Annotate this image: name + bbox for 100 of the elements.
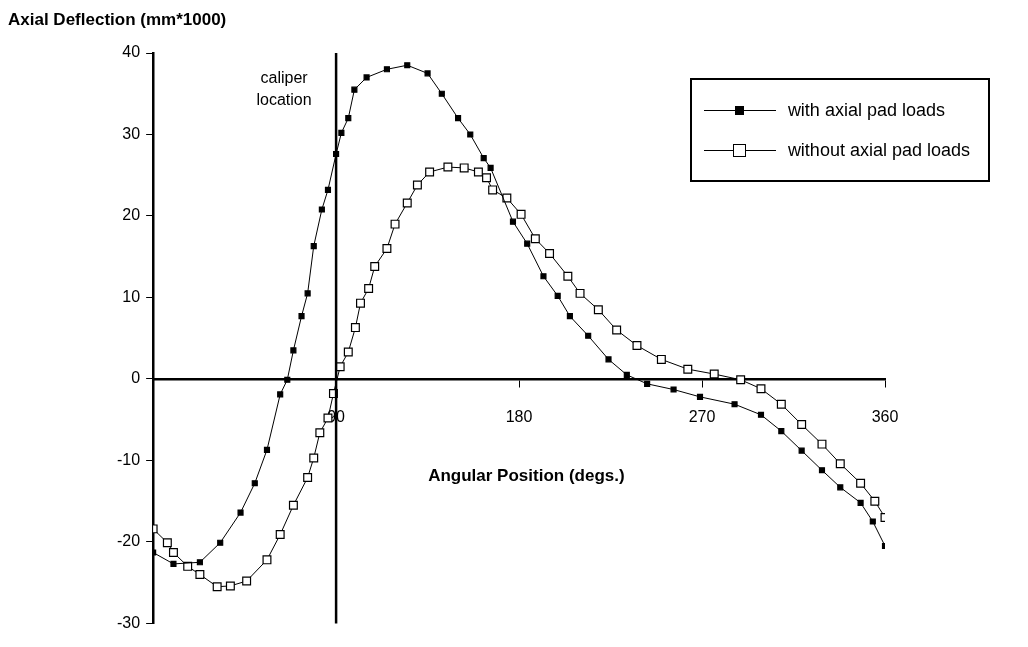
y-tick-label: 10 (122, 287, 141, 305)
point (566, 313, 573, 320)
point (390, 219, 400, 229)
point (424, 70, 431, 77)
point (443, 162, 453, 172)
point (303, 473, 313, 483)
point (798, 447, 805, 454)
point (593, 305, 603, 315)
point (756, 384, 766, 394)
point (778, 428, 785, 435)
point (757, 411, 765, 418)
point (217, 539, 224, 546)
point (262, 555, 272, 565)
point (370, 262, 380, 271)
y-tick-label: 40 (122, 43, 141, 61)
point (251, 480, 258, 487)
point (170, 560, 177, 567)
point (632, 341, 642, 351)
y-tick-label: -20 (117, 532, 141, 550)
point (304, 290, 311, 297)
point (364, 284, 374, 293)
point (575, 288, 585, 298)
point (356, 298, 365, 308)
point (623, 371, 630, 378)
point (237, 509, 244, 516)
point (540, 273, 547, 280)
point (455, 115, 462, 122)
point (870, 496, 880, 506)
y-tick-label: 0 (131, 369, 141, 387)
point (797, 420, 807, 430)
y-tick-label: 20 (122, 206, 141, 224)
point (168, 548, 178, 557)
point (402, 198, 412, 208)
point (670, 386, 677, 393)
point (709, 369, 719, 379)
point (459, 163, 469, 173)
y-tick-label: -10 (117, 450, 141, 468)
point (315, 428, 325, 438)
point (473, 167, 483, 177)
point (530, 234, 540, 244)
point (818, 467, 826, 474)
point (487, 164, 494, 171)
point (382, 244, 392, 254)
x-tick-label: 180 (505, 407, 533, 425)
point (509, 218, 517, 225)
point (516, 209, 526, 219)
point (309, 453, 319, 463)
point (524, 240, 531, 247)
point (225, 581, 235, 591)
point (212, 582, 222, 592)
y-tick-label: 30 (122, 124, 141, 142)
point (835, 459, 845, 469)
point (263, 446, 271, 453)
point (412, 180, 422, 190)
point (363, 74, 370, 81)
legend-label: with axial pad loads (787, 99, 945, 121)
point (736, 375, 746, 385)
point (195, 570, 205, 579)
point (242, 576, 252, 586)
point (345, 115, 352, 122)
point (196, 559, 203, 566)
point (856, 478, 866, 488)
point (817, 439, 827, 449)
point (288, 500, 298, 510)
point (338, 129, 345, 136)
point (776, 399, 786, 409)
x-axis-title: Angular Position (degs.) (428, 466, 625, 486)
ref-line-label: caliper location (256, 69, 312, 109)
point (310, 243, 317, 250)
point (467, 131, 474, 138)
point (837, 484, 844, 491)
point (351, 86, 358, 93)
point (275, 530, 285, 540)
legend-label: without axial pad loads (787, 139, 970, 161)
point (554, 292, 561, 299)
point (324, 186, 332, 193)
point (482, 173, 492, 183)
point (290, 347, 297, 354)
point (277, 391, 284, 398)
point (683, 364, 693, 374)
point (404, 62, 411, 69)
point (585, 332, 592, 339)
point (383, 66, 390, 73)
x-tick-label: 360 (871, 407, 899, 425)
y-tick-label: -30 (117, 613, 141, 631)
point (731, 401, 738, 408)
point (284, 376, 291, 383)
point (488, 185, 498, 195)
point (605, 356, 612, 363)
point (644, 380, 651, 387)
point (857, 499, 864, 506)
point (318, 206, 325, 213)
point (480, 155, 487, 162)
point (350, 323, 360, 333)
point (343, 347, 353, 357)
point (545, 248, 555, 258)
point (162, 538, 172, 548)
point (696, 393, 704, 400)
x-tick-label: 270 (688, 407, 716, 425)
y-axis-title: Axial Deflection (mm*1000) (8, 10, 227, 30)
